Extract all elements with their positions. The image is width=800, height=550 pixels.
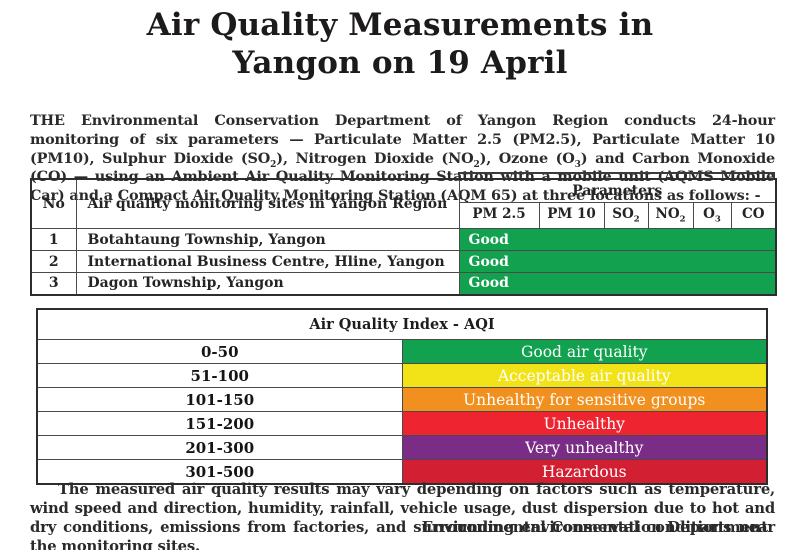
title-line-2: Yangon on 19 April (232, 45, 568, 81)
footer-attribution: Environmental Conservation Department (421, 518, 768, 536)
param-label: O (703, 206, 715, 223)
aqi-index-table: Air Quality Index - AQI 0-50 Good air qu… (36, 308, 768, 485)
site-name: Dagon Township, Yangon (75, 272, 460, 295)
param-label: PM 10 (547, 206, 596, 223)
param-sub: 2 (633, 214, 640, 225)
parameters-top-border (458, 172, 775, 174)
intro-text: THE Environmental Conservation Departmen… (30, 112, 775, 167)
aqi-row: 301-500 Hazardous (36, 459, 768, 485)
site-row: 3 Dagon Township, Yangon Good (30, 272, 777, 295)
aqi-range-cell: 201-300 (36, 435, 403, 460)
aqi-label-cell: Good air quality (401, 339, 768, 364)
param-sub: 2 (679, 214, 686, 225)
param-header-co: CO (730, 202, 777, 229)
column-header-site: Air quality monitoring sites in Yangon R… (75, 178, 460, 229)
aqi-range-cell: 101-150 (36, 387, 403, 412)
subscript: 2 (270, 159, 277, 170)
parameters-top-border-stub (773, 172, 775, 179)
aqi-row: 51-100 Acceptable air quality (36, 363, 768, 388)
param-sub: 3 (714, 214, 721, 225)
aqi-row: 201-300 Very unhealthy (36, 435, 768, 460)
column-header-parameters: Parameters (458, 178, 777, 203)
aqi-row: 151-200 Unhealthy (36, 411, 768, 436)
site-name: International Business Centre, Hline, Ya… (75, 250, 460, 273)
param-header-pm25: PM 2.5 (458, 202, 540, 229)
param-header-pm10: PM 10 (538, 202, 605, 229)
aqi-table-title: Air Quality Index - AQI (36, 308, 768, 340)
site-number: 1 (30, 228, 77, 251)
subscript: 3 (574, 159, 581, 170)
aqi-range-cell: 51-100 (36, 363, 403, 388)
table-header-row: No Air quality monitoring sites in Yango… (30, 178, 777, 229)
status-cell: Good (458, 228, 777, 251)
subscript: 2 (473, 159, 480, 170)
aqi-header-row: Air Quality Index - AQI (36, 308, 768, 340)
aqi-label-cell: Acceptable air quality (401, 363, 768, 388)
site-row: 2 International Business Centre, Hline, … (30, 250, 777, 273)
aqi-range-cell: 301-500 (36, 459, 403, 485)
param-label: CO (742, 206, 765, 223)
param-header-so2: SO2 (603, 202, 649, 229)
monitoring-sites-table: No Air quality monitoring sites in Yango… (30, 178, 778, 296)
param-label: PM 2.5 (472, 206, 526, 223)
aqi-label-cell: Very unhealthy (401, 435, 768, 460)
status-cell: Good (458, 250, 777, 273)
page-title: Air Quality Measurements in Yangon on 19… (0, 6, 800, 82)
param-label: SO (612, 206, 634, 223)
aqi-label-cell: Hazardous (401, 459, 768, 485)
aqi-label-cell: Unhealthy for sensitive groups (401, 387, 768, 412)
status-cell: Good (458, 272, 777, 295)
site-number: 3 (30, 272, 77, 295)
aqi-row: 0-50 Good air quality (36, 339, 768, 364)
param-label: NO (655, 206, 680, 223)
column-header-no: No (30, 178, 77, 229)
param-header-o3: O3 (692, 202, 732, 229)
site-number: 2 (30, 250, 77, 273)
aqi-range-cell: 0-50 (36, 339, 403, 364)
aqi-label-cell: Unhealthy (401, 411, 768, 436)
closing-paragraph: The measured air quality results may var… (30, 480, 775, 550)
intro-text: ), Ozone (O (479, 149, 575, 167)
site-row: 1 Botahtaung Township, Yangon Good (30, 228, 777, 251)
aqi-range-cell: 151-200 (36, 411, 403, 436)
parameters-subheader-row: PM 2.5 PM 10 SO2 NO2 O3 CO (31, 202, 777, 229)
intro-text: ), Nitrogen Dioxide (NO (276, 149, 474, 167)
aqi-row: 101-150 Unhealthy for sensitive groups (36, 387, 768, 412)
title-line-1: Air Quality Measurements in (146, 7, 654, 43)
site-name: Botahtaung Township, Yangon (75, 228, 460, 251)
param-header-no2: NO2 (647, 202, 694, 229)
